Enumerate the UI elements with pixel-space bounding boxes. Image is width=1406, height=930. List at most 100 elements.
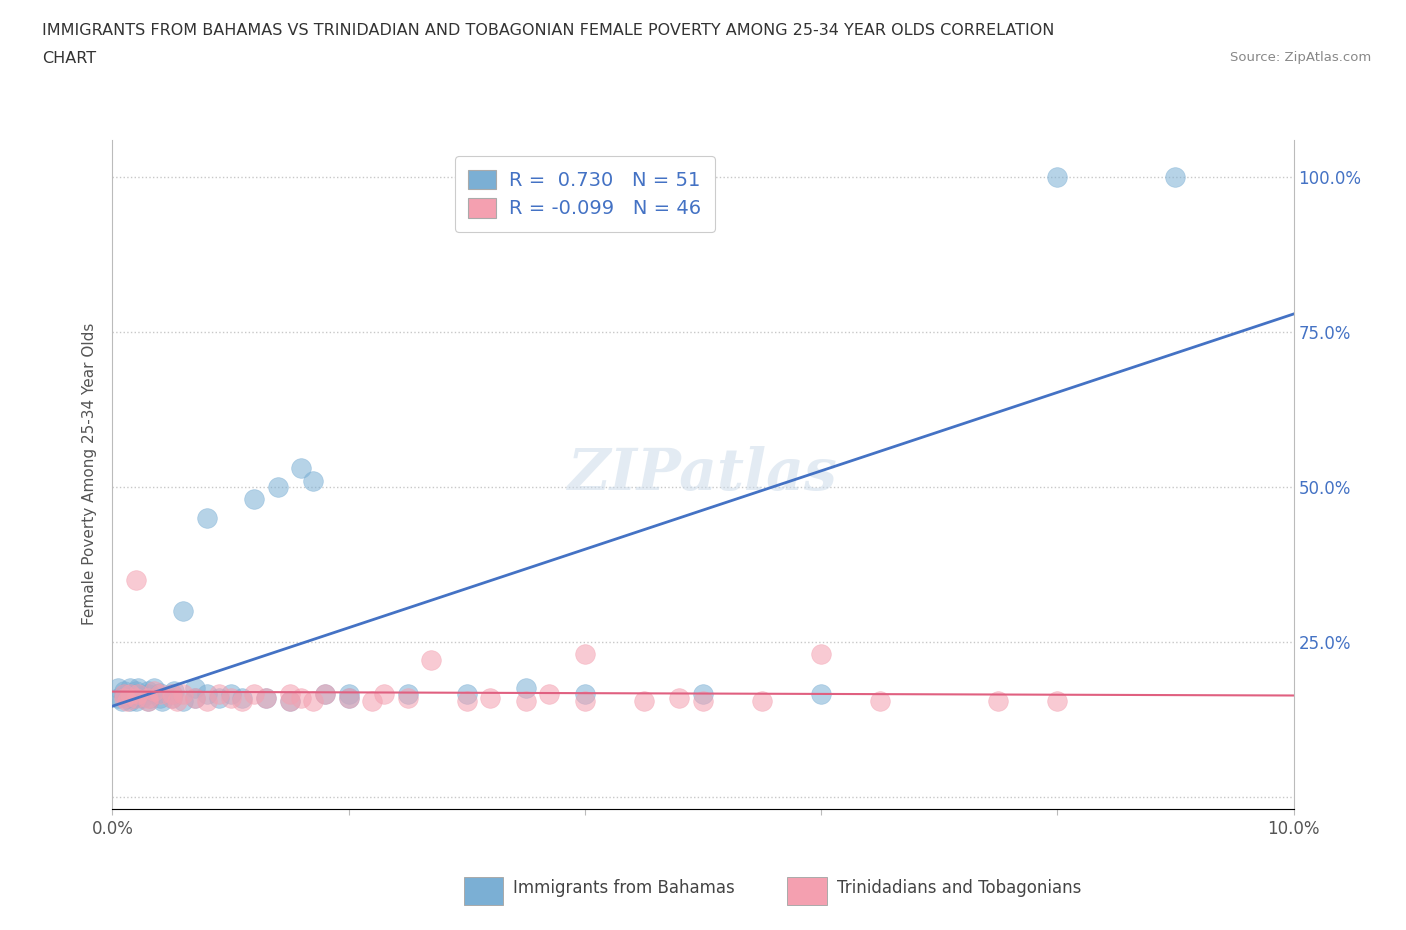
- Point: [574, 693, 596, 708]
- Point: [136, 693, 159, 708]
- Point: [136, 690, 159, 705]
- Point: [149, 690, 172, 705]
- Text: IMMIGRANTS FROM BAHAMAS VS TRINIDADIAN AND TOBAGONIAN FEMALE POVERTY AMONG 25-34: IMMIGRANTS FROM BAHAMAS VS TRINIDADIAN A…: [42, 23, 1054, 38]
- Point: [120, 681, 142, 696]
- Y-axis label: Female Poverty Among 25-34 Year Olds: Female Poverty Among 25-34 Year Olds: [82, 323, 97, 626]
- Point: [278, 693, 301, 708]
- Point: [574, 646, 596, 661]
- Point: [112, 684, 135, 698]
- Point: [111, 693, 134, 708]
- Point: [112, 687, 135, 702]
- Point: [136, 693, 159, 708]
- Point: [122, 690, 145, 705]
- Point: [195, 687, 218, 702]
- Point: [107, 681, 129, 696]
- Point: [208, 690, 231, 705]
- Point: [184, 690, 207, 705]
- Legend: R =  0.730   N = 51, R = -0.099   N = 46: R = 0.730 N = 51, R = -0.099 N = 46: [454, 156, 716, 232]
- Point: [692, 693, 714, 708]
- Point: [337, 690, 360, 705]
- Point: [142, 681, 165, 696]
- Point: [160, 690, 183, 705]
- Point: [396, 687, 419, 702]
- Text: Source: ZipAtlas.com: Source: ZipAtlas.com: [1230, 51, 1371, 64]
- Point: [420, 653, 443, 668]
- Point: [115, 690, 138, 705]
- Point: [1046, 693, 1069, 708]
- Point: [136, 684, 159, 698]
- Point: [149, 685, 172, 700]
- Point: [396, 690, 419, 705]
- Point: [810, 687, 832, 702]
- Point: [337, 690, 360, 705]
- Point: [751, 693, 773, 708]
- Point: [115, 693, 138, 708]
- Point: [195, 511, 218, 525]
- Point: [231, 690, 253, 705]
- Point: [810, 646, 832, 661]
- Point: [456, 693, 478, 708]
- Point: [869, 693, 891, 708]
- Point: [195, 693, 218, 708]
- Point: [987, 693, 1010, 708]
- Point: [337, 687, 360, 702]
- Point: [574, 687, 596, 702]
- Point: [125, 687, 148, 702]
- Point: [125, 684, 148, 698]
- Point: [107, 690, 129, 705]
- Text: ZIPatlas: ZIPatlas: [568, 446, 838, 502]
- Point: [456, 687, 478, 702]
- Point: [231, 693, 253, 708]
- Point: [127, 681, 149, 696]
- Point: [172, 604, 194, 618]
- Point: [131, 690, 153, 705]
- Point: [692, 687, 714, 702]
- Point: [1164, 169, 1187, 184]
- Point: [314, 687, 336, 702]
- Point: [1046, 169, 1069, 184]
- Point: [219, 690, 242, 705]
- Point: [254, 690, 277, 705]
- Point: [278, 687, 301, 702]
- Point: [302, 473, 325, 488]
- Point: [668, 690, 690, 705]
- Point: [243, 687, 266, 702]
- Point: [160, 687, 183, 702]
- Point: [267, 479, 290, 494]
- Point: [127, 687, 149, 702]
- Point: [254, 690, 277, 705]
- Point: [633, 693, 655, 708]
- Point: [120, 693, 142, 708]
- Point: [243, 492, 266, 507]
- Point: [290, 460, 312, 475]
- Point: [208, 687, 231, 702]
- Point: [149, 687, 172, 702]
- Point: [125, 693, 148, 708]
- Point: [136, 687, 159, 702]
- Text: CHART: CHART: [42, 51, 96, 66]
- Point: [120, 687, 142, 702]
- Text: Immigrants from Bahamas: Immigrants from Bahamas: [513, 879, 735, 897]
- Point: [112, 687, 135, 702]
- Point: [172, 693, 194, 708]
- Point: [184, 690, 207, 705]
- Text: Trinidadians and Tobagonians: Trinidadians and Tobagonians: [837, 879, 1081, 897]
- Point: [142, 684, 165, 698]
- Point: [361, 693, 384, 708]
- Point: [515, 681, 537, 696]
- Point: [302, 693, 325, 708]
- Point: [166, 693, 188, 708]
- Point: [314, 687, 336, 702]
- Point: [160, 687, 183, 702]
- Point: [538, 687, 561, 702]
- Point: [172, 687, 194, 702]
- Point: [479, 690, 502, 705]
- Point: [150, 693, 173, 708]
- Point: [219, 687, 242, 702]
- Point: [139, 690, 162, 705]
- Point: [290, 690, 312, 705]
- Point: [278, 693, 301, 708]
- Point: [163, 684, 186, 698]
- Point: [125, 572, 148, 587]
- Point: [112, 690, 135, 705]
